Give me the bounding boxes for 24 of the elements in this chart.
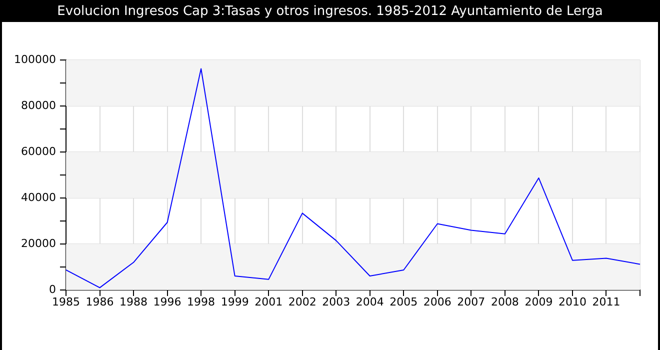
y-tick-label: 80000 — [21, 98, 56, 112]
x-tick-label: 2003 — [322, 295, 350, 308]
y-tick-label: 40000 — [21, 190, 56, 204]
x-tick-label: 2010 — [558, 295, 586, 308]
x-tick-label: 1988 — [120, 295, 148, 308]
x-tick-label: 2002 — [288, 295, 316, 308]
x-tick-label: 2008 — [490, 295, 519, 308]
x-tick-label: 2006 — [423, 295, 452, 308]
x-tick-label: 2004 — [356, 295, 384, 308]
x-tick-label: 1996 — [153, 295, 182, 308]
y-tick-label: 20000 — [21, 236, 56, 250]
x-tick-label: 2001 — [254, 295, 283, 308]
y-tick-label: 100000 — [14, 52, 56, 66]
y-tick-label: 60000 — [21, 144, 56, 158]
x-tick-label: 2009 — [524, 295, 553, 308]
x-tick-label: 2005 — [390, 295, 418, 308]
x-tick-label: 1986 — [86, 295, 114, 308]
chart-title: Evolucion Ingresos Cap 3:Tasas y otros ingresos. 1985-2012 Ayuntamiento de Lerga — [0, 0, 660, 22]
y-tick-label: 0 — [49, 282, 56, 296]
x-tick-label: 2007 — [457, 295, 486, 308]
x-tick-label: 2011 — [592, 295, 620, 308]
x-tick-label: 1998 — [187, 295, 216, 308]
x-tick-label: 1999 — [220, 295, 249, 308]
x-tick-label: 1985 — [52, 295, 80, 308]
